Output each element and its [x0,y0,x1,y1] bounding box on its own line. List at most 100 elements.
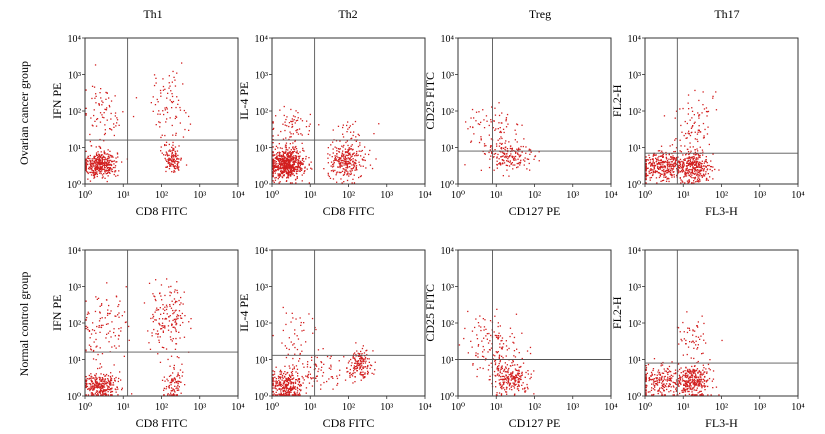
data-point [119,300,121,302]
data-point [660,180,662,182]
data-point [707,126,709,128]
data-point [274,376,276,378]
data-point [288,161,290,163]
data-point [294,381,297,383]
data-point [350,358,352,361]
data-point [291,382,293,384]
data-point [278,383,280,385]
data-point [168,87,170,89]
data-point [475,111,478,113]
data-point [345,154,347,156]
data-point [85,163,87,165]
data-point [518,147,520,149]
data-point [691,169,694,171]
data-point [684,370,686,372]
data-point [663,390,665,392]
data-point [97,168,99,170]
data-point [281,160,283,163]
data-point [172,326,174,328]
data-point [109,106,111,108]
data-point [272,121,274,123]
data-point [474,326,476,329]
data-point [689,160,691,162]
data-point [103,164,105,166]
data-point [361,356,363,358]
data-point [85,319,87,321]
data-point [332,152,334,154]
data-point [502,370,505,372]
data-point [650,163,652,165]
data-point [100,163,102,165]
data-point [494,359,497,362]
data-point [295,166,297,168]
data-point [356,362,359,364]
data-point [116,122,118,124]
data-point [172,309,174,312]
data-point [285,170,287,172]
data-point [498,332,500,334]
data-point [659,374,661,376]
data-point [104,317,106,319]
data-point [492,127,494,129]
data-point [370,364,373,367]
data-point [501,147,503,149]
data-point [284,167,286,170]
data-point [699,175,701,177]
data-point [685,386,687,388]
data-point [654,170,656,172]
data-point [712,178,714,180]
data-point [94,173,97,175]
data-point [681,170,683,172]
data-point [106,165,108,168]
data-point [282,394,284,396]
data-point [106,157,109,160]
data-point [499,382,501,384]
data-point [330,161,333,163]
data-point [96,118,99,120]
data-point [167,380,169,382]
data-point [516,166,518,169]
data-point [174,302,176,304]
data-point [499,343,501,345]
data-point [691,371,693,373]
data-point [86,313,89,315]
data-point [349,125,351,127]
data-point [662,386,664,388]
data-point [480,169,482,171]
data-point [95,158,98,160]
data-point [105,91,107,94]
data-point [172,379,174,381]
data-point [171,378,173,380]
data-point [90,333,93,335]
data-point [176,163,178,165]
data-point [497,369,500,371]
data-point [105,164,107,167]
data-point [167,394,169,396]
data-point [646,167,648,170]
data-point [471,330,474,332]
data-point [308,182,310,184]
data-point [682,166,684,169]
data-point [502,128,505,130]
data-point [114,171,116,173]
data-point [292,386,294,388]
data-point [504,376,506,378]
data-point [494,149,496,151]
data-point [293,377,295,379]
data-point [654,171,657,174]
data-point [283,162,285,164]
data-point [520,154,522,156]
data-point [479,367,481,369]
data-point [700,384,702,386]
data-point [272,171,274,173]
data-point [700,379,702,381]
data-point [359,362,362,364]
data-point [148,342,150,344]
data-point [95,382,97,385]
data-point [347,154,350,156]
data-point [670,174,672,176]
data-point [179,122,181,124]
data-point [697,377,699,379]
data-point [171,300,173,302]
data-point [706,133,709,135]
